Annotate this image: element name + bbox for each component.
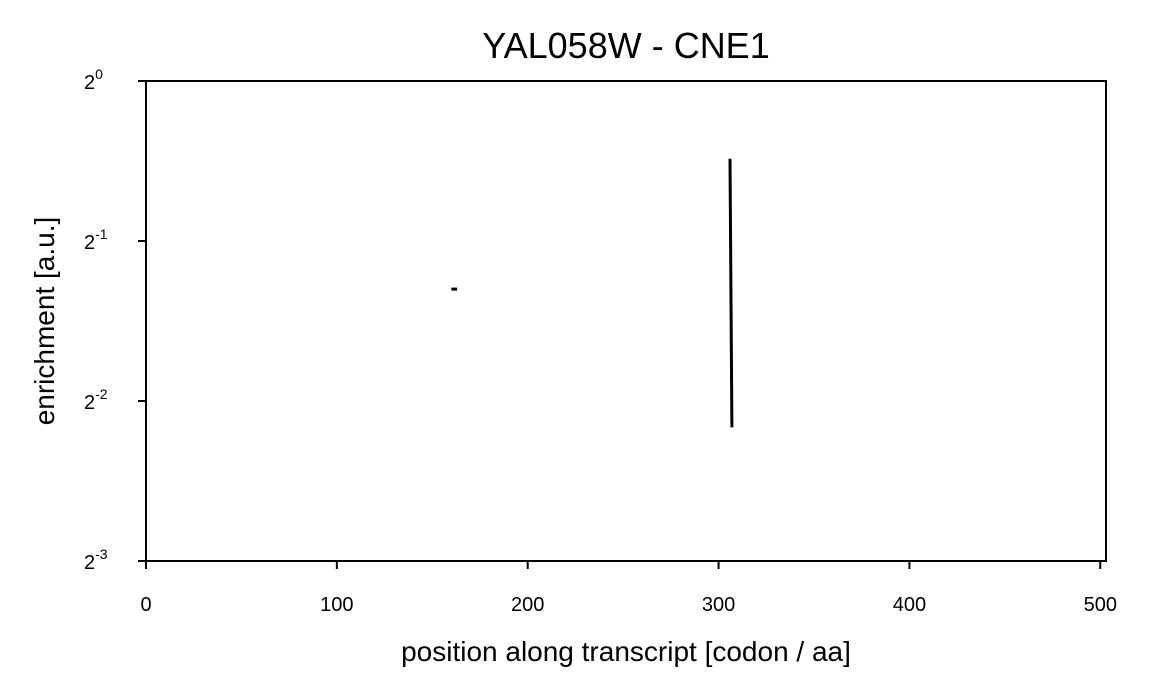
y-tick-label: 2-3	[84, 546, 108, 574]
y-axis-label: enrichment [a.u.]	[29, 217, 60, 426]
y-tick-exponent: -1	[95, 226, 108, 242]
y-tick-label: 20	[84, 66, 103, 94]
x-axis-label: position along transcript [codon / aa]	[401, 636, 851, 667]
x-tick-label: 0	[140, 594, 151, 616]
x-axis-ticks: 0 100 200 300 400 500	[140, 561, 1117, 616]
x-tick-label: 300	[702, 594, 735, 616]
y-tick-label: 2-2	[84, 386, 108, 414]
data-series	[451, 158, 734, 428]
y-axis-ticks: 2-32-22-120	[84, 66, 146, 574]
y-tick-base: 2	[84, 232, 95, 254]
y-tick-base: 2	[84, 552, 95, 574]
x-tick-label: 400	[893, 594, 926, 616]
y-tick-exponent: 0	[95, 66, 103, 82]
y-tick-base: 2	[84, 392, 95, 414]
y-tick-base: 2	[84, 72, 95, 94]
series-segment	[728, 158, 734, 428]
y-tick-exponent: -2	[95, 386, 108, 402]
x-tick-label: 100	[320, 594, 353, 616]
y-tick-exponent: -3	[95, 546, 108, 562]
plot-frame	[145, 80, 1107, 562]
y-tick-label: 2-1	[84, 226, 108, 254]
chart-title: YAL058W - CNE1	[482, 25, 769, 66]
x-tick-label: 500	[1084, 594, 1117, 616]
x-tick-label: 200	[511, 594, 544, 616]
